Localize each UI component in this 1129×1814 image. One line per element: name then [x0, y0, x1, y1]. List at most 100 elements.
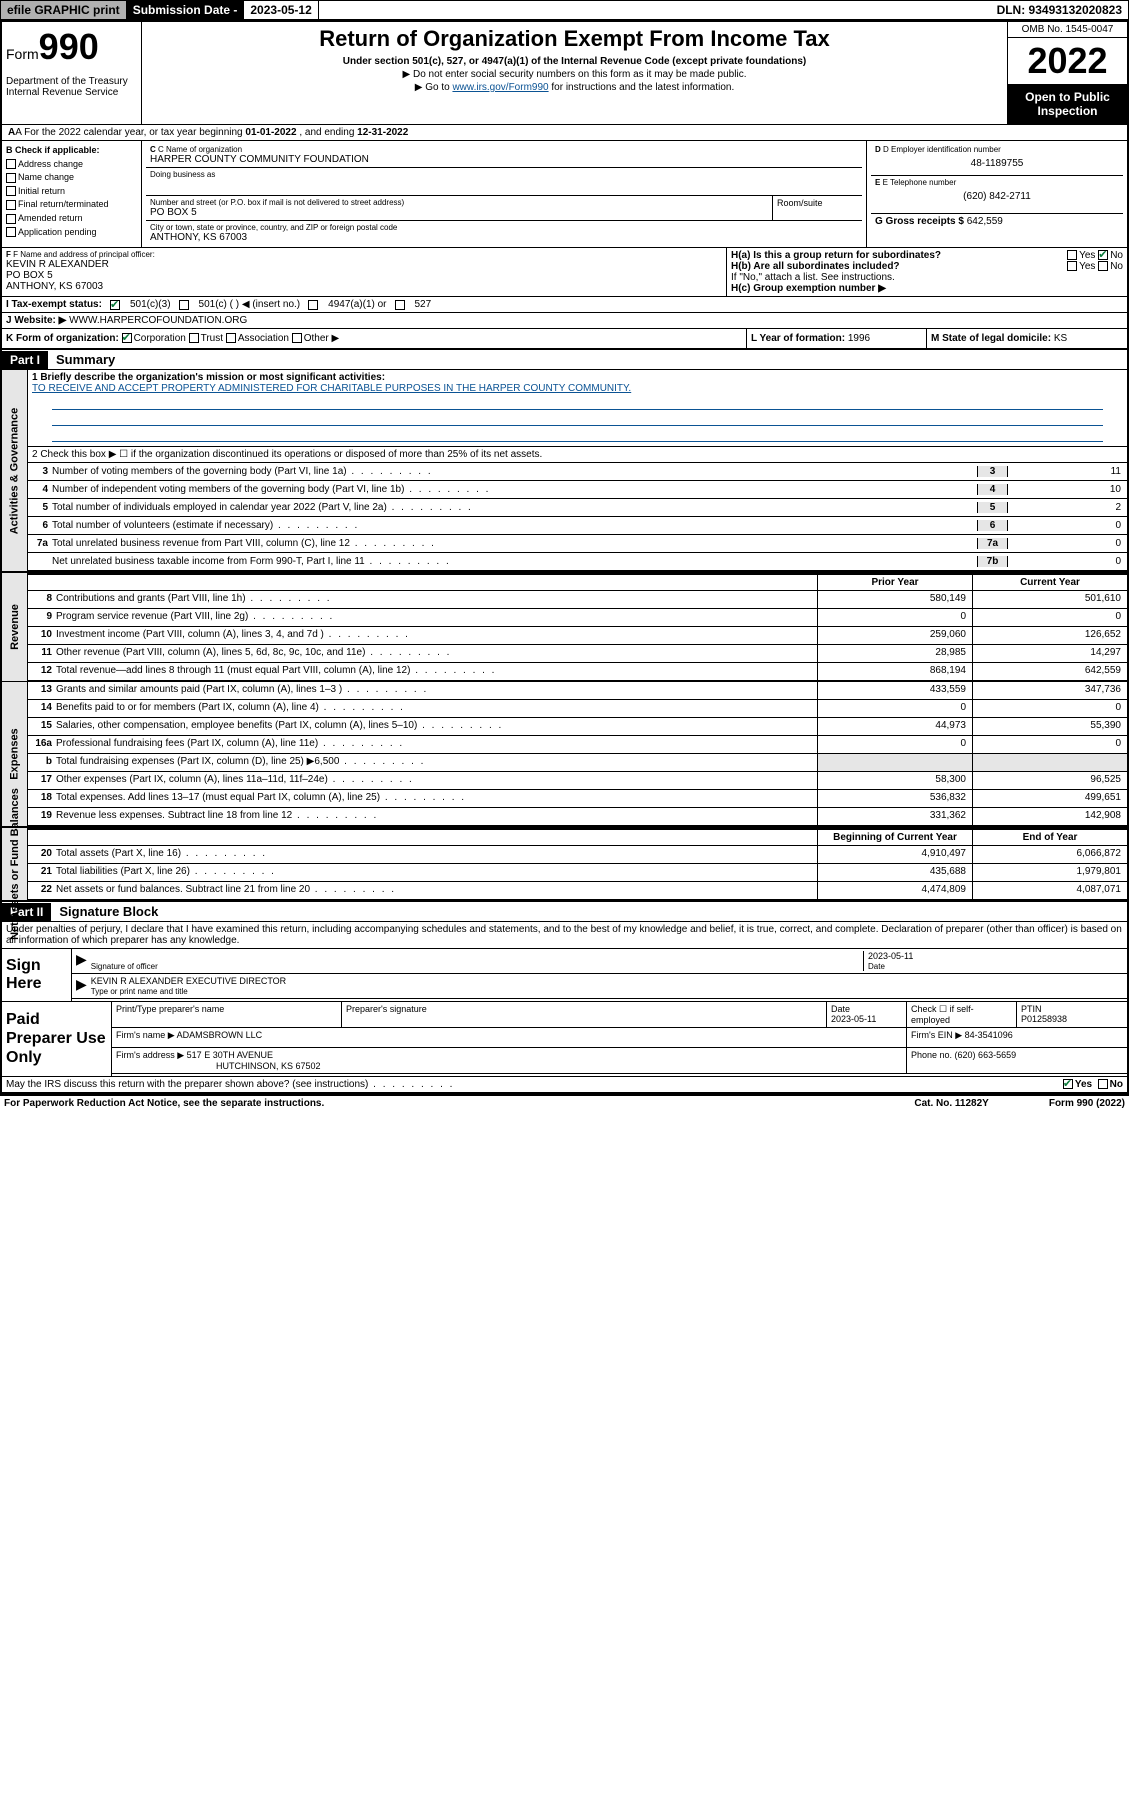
org-info-row: B Check if applicable: Address change Na… — [2, 141, 1127, 248]
addr-label: Number and street (or P.O. box if mail i… — [150, 198, 768, 207]
501c3-checkbox[interactable] — [110, 300, 120, 310]
form-title: Return of Organization Exempt From Incom… — [146, 26, 1003, 52]
sig-arrow-icon: ▶ — [76, 951, 87, 971]
amended-checkbox[interactable] — [6, 214, 16, 224]
side-netassets: Net Assets or Fund Balances — [2, 828, 28, 900]
hdr-end: End of Year — [972, 830, 1127, 845]
hdr-begin: Beginning of Current Year — [817, 830, 972, 845]
data-line: 18Total expenses. Add lines 13–17 (must … — [28, 790, 1127, 808]
section-a: AA For the 2022 calendar year, or tax ye… — [2, 125, 1127, 141]
discuss-no-checkbox[interactable] — [1098, 1079, 1108, 1089]
ha-yes-checkbox[interactable] — [1067, 250, 1077, 260]
data-line: 17Other expenses (Part IX, column (A), l… — [28, 772, 1127, 790]
discuss-row: May the IRS discuss this return with the… — [2, 1076, 1127, 1092]
part1-header: Part I — [2, 351, 48, 369]
website-row: J Website: ▶ WWW.HARPERCOFOUNDATION.ORG — [2, 313, 1127, 329]
gov-line: 5Total number of individuals employed in… — [28, 499, 1127, 517]
year-formation: L Year of formation: 1996 — [747, 329, 927, 348]
gov-line: 4Number of independent voting members of… — [28, 481, 1127, 499]
final-return-checkbox[interactable] — [6, 200, 16, 210]
col-b-checkboxes: B Check if applicable: Address change Na… — [2, 141, 142, 247]
mission-text: TO RECEIVE AND ACCEPT PROPERTY ADMINISTE… — [32, 383, 631, 394]
hdr-current: Current Year — [972, 575, 1127, 590]
line2-discontinued: 2 Check this box ▶ ☐ if the organization… — [28, 447, 1127, 463]
firm-ein: Firm's EIN ▶ 84-3541096 — [907, 1028, 1127, 1047]
submission-date: 2023-05-12 — [244, 1, 318, 19]
sig-arrow2-icon: ▶ — [76, 976, 87, 996]
submission-date-label: Submission Date - — [127, 1, 245, 19]
name-change-checkbox[interactable] — [6, 173, 16, 183]
part1-title: Summary — [48, 350, 123, 369]
prep-sig-hdr: Preparer's signature — [342, 1002, 827, 1027]
open-inspection: Open to Public Inspection — [1008, 84, 1127, 124]
sig-name-field: KEVIN R ALEXANDER EXECUTIVE DIRECTORType… — [91, 976, 1123, 996]
gov-line: 7aTotal unrelated business revenue from … — [28, 535, 1127, 553]
ha-no-checkbox[interactable] — [1098, 250, 1108, 260]
tax-year: 2022 — [1008, 38, 1127, 84]
org-city: ANTHONY, KS 67003 — [150, 232, 858, 243]
efile-button[interactable]: efile GRAPHIC print — [1, 1, 127, 19]
hb-question: H(b) Are all subordinates included?Yes N… — [731, 261, 1123, 272]
hdr-prior: Prior Year — [817, 575, 972, 590]
form-subtitle: Under section 501(c), 527, or 4947(a)(1)… — [146, 56, 1003, 67]
data-line: 10Investment income (Part VIII, column (… — [28, 627, 1127, 645]
data-line: 12Total revenue—add lines 8 through 11 (… — [28, 663, 1127, 681]
top-bar: efile GRAPHIC print Submission Date - 20… — [0, 0, 1129, 20]
form-org-row: K Form of organization: Corporation Trus… — [2, 329, 747, 348]
phone-value: (620) 842-2711 — [875, 187, 1119, 206]
footer: For Paperwork Reduction Act Notice, see … — [0, 1094, 1129, 1111]
hc-question: H(c) Group exemption number ▶ — [731, 283, 1123, 294]
hb-note: If "No," attach a list. See instructions… — [731, 272, 1123, 283]
4947-checkbox[interactable] — [308, 300, 318, 310]
note-ssn: ▶ Do not enter social security numbers o… — [146, 69, 1003, 80]
sig-declaration: Under penalties of perjury, I declare th… — [2, 922, 1127, 948]
trust-checkbox[interactable] — [189, 333, 199, 343]
hb-yes-checkbox[interactable] — [1067, 261, 1077, 271]
data-line: 11Other revenue (Part VIII, column (A), … — [28, 645, 1127, 663]
data-line: 20Total assets (Part X, line 16)4,910,49… — [28, 846, 1127, 864]
addr-change-checkbox[interactable] — [6, 159, 16, 169]
gov-line: Net unrelated business taxable income fr… — [28, 553, 1127, 571]
data-line: 13Grants and similar amounts paid (Part … — [28, 682, 1127, 700]
gross-label: G Gross receipts $ — [875, 216, 967, 227]
data-line: bTotal fundraising expenses (Part IX, co… — [28, 754, 1127, 772]
501c-checkbox[interactable] — [179, 300, 189, 310]
prep-self-emp: Check ☐ if self-employed — [907, 1002, 1017, 1027]
527-checkbox[interactable] — [395, 300, 405, 310]
other-checkbox[interactable] — [292, 333, 302, 343]
state-domicile: M State of legal domicile: KS — [927, 329, 1127, 348]
dln: DLN: 93493132020823 — [991, 1, 1128, 19]
data-line: 9Program service revenue (Part VIII, lin… — [28, 609, 1127, 627]
side-governance: Activities & Governance — [2, 370, 28, 571]
officer-label: F F Name and address of principal office… — [6, 250, 722, 259]
discuss-yes-checkbox[interactable] — [1063, 1079, 1073, 1089]
website-url: WWW.HARPERCOFOUNDATION.ORG — [69, 315, 247, 326]
sig-date-field: 2023-05-11Date — [863, 951, 1123, 971]
tax-status-row: I Tax-exempt status: 501(c)(3) 501(c) ( … — [2, 297, 1127, 313]
officer-addr1: PO BOX 5 — [6, 270, 722, 281]
hb-no-checkbox[interactable] — [1098, 261, 1108, 271]
app-pending-checkbox[interactable] — [6, 227, 16, 237]
assoc-checkbox[interactable] — [226, 333, 236, 343]
ein-label: D D Employer identification number — [875, 145, 1119, 154]
irs-link[interactable]: www.irs.gov/Form990 — [452, 82, 548, 93]
gross-value: 642,559 — [967, 216, 1003, 227]
preparer-label: Paid Preparer Use Only — [2, 1002, 112, 1076]
sign-here-label: Sign Here — [2, 949, 72, 1001]
data-line: 14Benefits paid to or for members (Part … — [28, 700, 1127, 718]
sig-officer-field: Signature of officer — [91, 951, 863, 971]
firm-name: Firm's name ▶ ADAMSBROWN LLC — [112, 1028, 907, 1047]
dept-label: Department of the TreasuryInternal Reven… — [6, 76, 137, 98]
corp-checkbox[interactable] — [122, 333, 132, 343]
phone-label: E E Telephone number — [875, 178, 1119, 187]
gov-line: 6Total number of volunteers (estimate if… — [28, 517, 1127, 535]
firm-phone: Phone no. (620) 663-5659 — [907, 1048, 1127, 1073]
data-line: 22Net assets or fund balances. Subtract … — [28, 882, 1127, 900]
prep-date: Date2023-05-11 — [827, 1002, 907, 1027]
data-line: 15Salaries, other compensation, employee… — [28, 718, 1127, 736]
form-header: Form990 Department of the TreasuryIntern… — [2, 22, 1127, 125]
org-name: HARPER COUNTY COMMUNITY FOUNDATION — [150, 154, 858, 165]
data-line: 8Contributions and grants (Part VIII, li… — [28, 591, 1127, 609]
officer-name: KEVIN R ALEXANDER — [6, 259, 722, 270]
initial-return-checkbox[interactable] — [6, 186, 16, 196]
